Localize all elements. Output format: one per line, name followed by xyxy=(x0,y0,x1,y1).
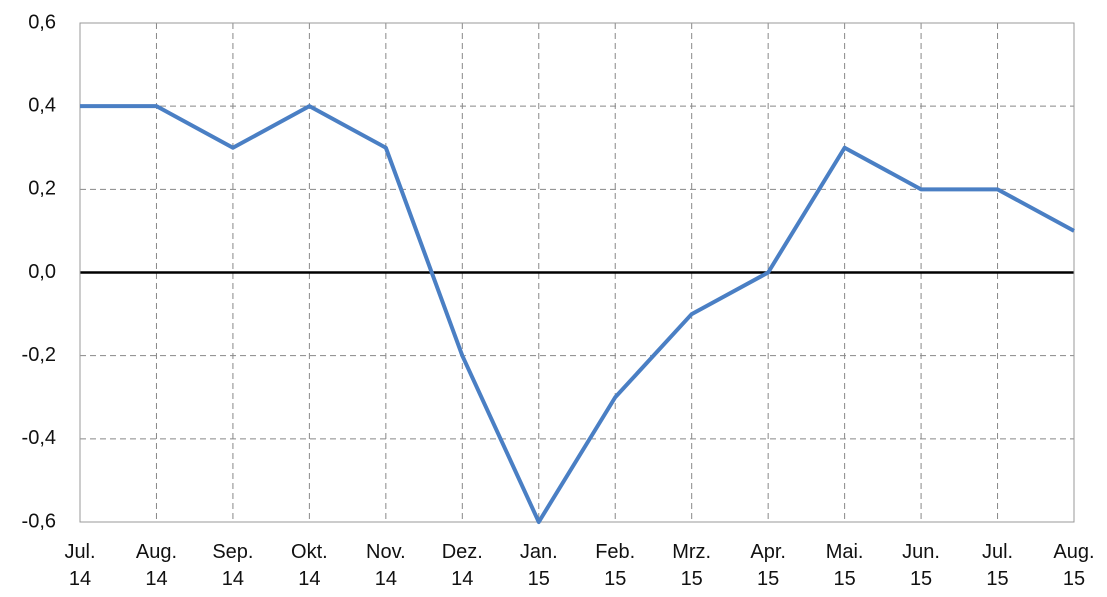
x-tick-label: Jun. 15 xyxy=(902,541,940,590)
y-tick-label: 0,6 xyxy=(28,11,56,33)
x-tick-label: Sep. 14 xyxy=(212,541,253,590)
series-line xyxy=(80,104,1075,524)
y-tick-label: -0,6 xyxy=(22,510,56,532)
x-tick-label: Apr. 15 xyxy=(750,541,786,590)
y-tick-label: 0,4 xyxy=(28,94,56,116)
x-tick-label: Mrz. 15 xyxy=(672,541,711,590)
x-tick-label: Dez. 14 xyxy=(442,541,483,590)
x-tick-label: Okt. 14 xyxy=(291,541,328,590)
x-tick-label: Nov. 14 xyxy=(366,541,406,590)
x-tick-label: Jan. 15 xyxy=(520,541,558,590)
y-tick-label: -0,4 xyxy=(22,427,56,449)
y-tick-label: -0,2 xyxy=(22,344,56,366)
y-tick-label: 0,2 xyxy=(28,178,56,200)
x-tick-label: Jul. 15 xyxy=(982,541,1013,590)
y-tick-label: 0,0 xyxy=(28,261,56,283)
x-tick-label: Mai. 15 xyxy=(826,541,864,590)
x-tick-label: Feb. 15 xyxy=(595,541,635,590)
plot-border xyxy=(79,22,1075,523)
x-tick-label: Aug. 14 xyxy=(136,541,177,590)
x-tick-label: Jul. 14 xyxy=(64,541,95,590)
x-tick-label: Aug. 15 xyxy=(1053,541,1094,590)
